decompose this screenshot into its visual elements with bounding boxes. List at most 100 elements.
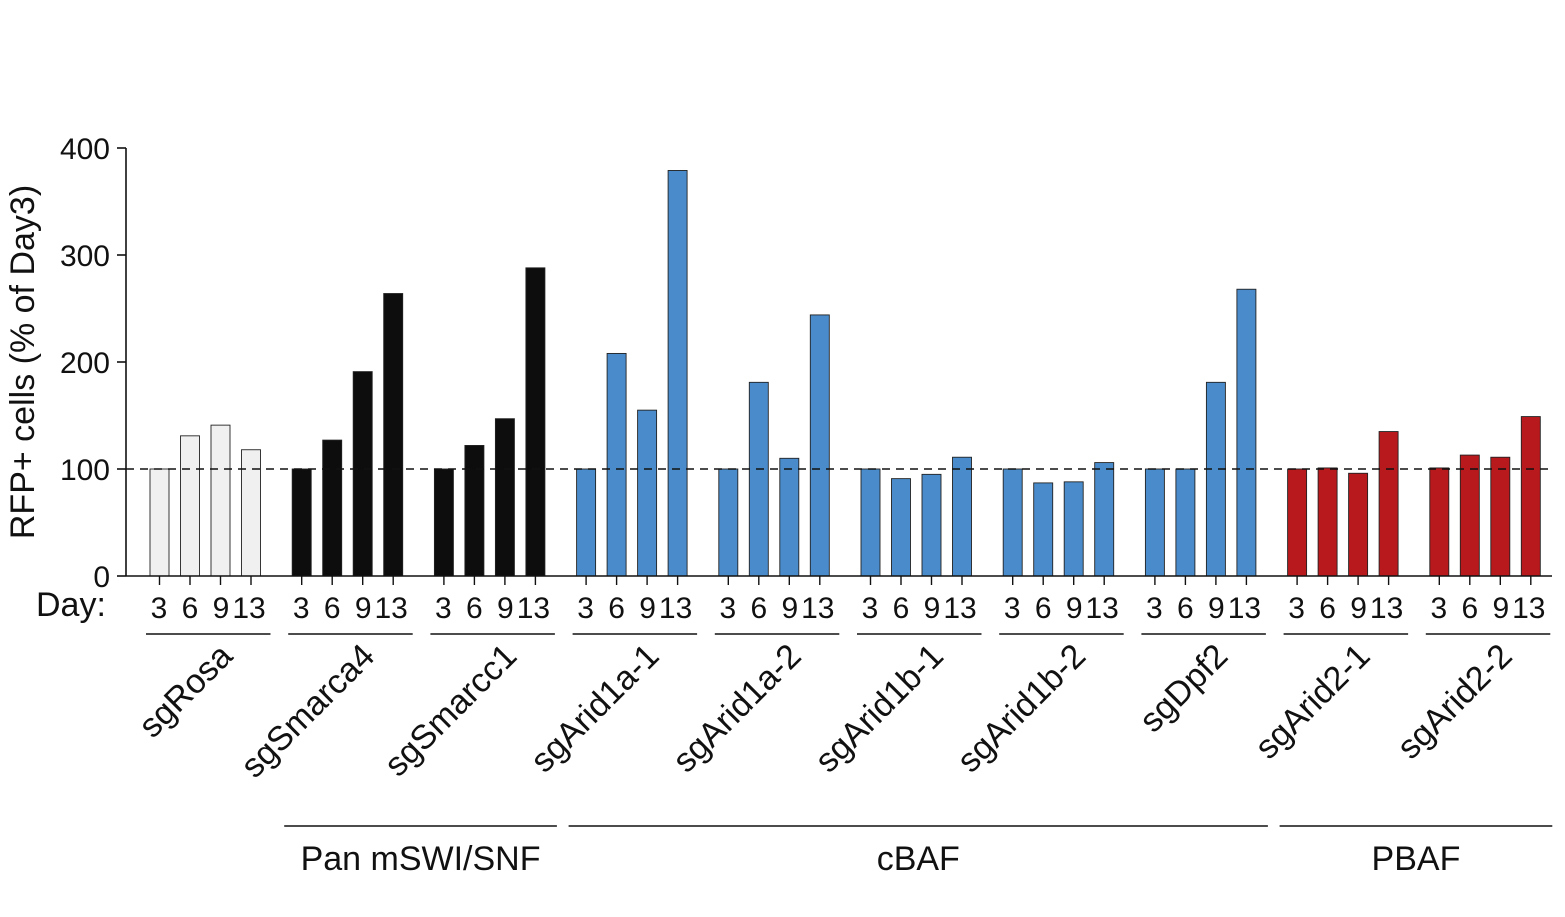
y-tick-label: 0 <box>93 561 110 594</box>
day-tick-label: 13 <box>1086 592 1119 625</box>
bar-sgArid2-1-day13 <box>1378 431 1399 577</box>
y-tick-label: 100 <box>60 454 110 487</box>
bar-sgArid2-2-day6 <box>1459 454 1480 577</box>
x-axis: 3 6 9 13 3 6 9 13 3 6 9 13 3 6 9 13 3 6 9 13 3 6 9 13 3 6 9 13 3 6 9 13… <box>126 575 1552 625</box>
day-tick-label: 6 <box>1035 592 1052 625</box>
day-tick-label: 3 <box>862 592 879 625</box>
bar-sgArid2-1-day3 <box>1287 468 1308 577</box>
bar-sgSmarcc1-day6 <box>464 445 485 577</box>
bar-sgArid1b-2-day9 <box>1063 481 1084 577</box>
bar-sgArid2-1-day9 <box>1348 472 1369 577</box>
bar-sgRosa-day3 <box>149 468 170 577</box>
bar-sgRosa-day6 <box>180 435 200 577</box>
group-label: sgArid1b-2 <box>950 637 1093 780</box>
bar-sgArid1a-2-day3 <box>718 468 739 577</box>
day-tick-label: 13 <box>1370 592 1403 625</box>
day-tick-label: 9 <box>1350 592 1367 625</box>
day-tick-label: 6 <box>1177 592 1194 625</box>
day-tick-label: 6 <box>893 592 910 625</box>
y-tick-label: 300 <box>60 240 110 273</box>
day-tick-label: 9 <box>639 592 656 625</box>
bar-sgArid1b-1-day13 <box>952 456 972 577</box>
bar-sgArid1b-1-day3 <box>860 468 881 577</box>
bar-sgSmarca4-day13 <box>383 293 404 577</box>
day-tick-label: 6 <box>466 592 483 625</box>
group-label: sgArid1b-1 <box>808 637 951 780</box>
day-tick-label: 9 <box>1492 592 1509 625</box>
day-tick-label: 13 <box>659 592 692 625</box>
bar-sgSmarca4-day6 <box>322 439 343 577</box>
day-tick-label: 6 <box>608 592 625 625</box>
day-tick-label: 9 <box>213 592 230 625</box>
group-label: sgSmarcc1 <box>377 637 524 784</box>
group-label: sgArid1a-2 <box>666 637 809 780</box>
y-axis: 0 100 200 300 400 <box>60 133 127 594</box>
group-label: sgArid1a-1 <box>523 637 666 780</box>
day-tick-label: 3 <box>1004 592 1021 625</box>
bar-sgArid1a-2-day6 <box>748 381 769 577</box>
bar-sgRosa-day9 <box>210 424 231 577</box>
bar-sgDpf2-day6 <box>1175 468 1196 577</box>
y-tick-label: 200 <box>60 347 110 380</box>
day-tick-label: 13 <box>375 592 408 625</box>
bar-sgDpf2-day9 <box>1205 381 1226 577</box>
y-axis-title: RFP+ cells (% of Day3) <box>4 185 42 539</box>
day-tick-label: 13 <box>1228 592 1261 625</box>
bar-sgArid2-1-day6 <box>1317 467 1338 577</box>
bar-sgSmarca4-day3 <box>291 468 312 577</box>
bar-sgArid1b-2-day3 <box>1002 468 1023 577</box>
bar-sgSmarca4-day9 <box>352 371 373 577</box>
bar-sgSmarcc1-day13 <box>525 267 546 577</box>
bar-sgArid1a-1-day3 <box>576 468 597 577</box>
complex-label: cBAF <box>877 840 960 878</box>
complex-label: Pan mSWI/SNF <box>301 840 541 878</box>
day-tick-label: 13 <box>517 592 550 625</box>
day-tick-label: 9 <box>1208 592 1225 625</box>
day-tick-label: 13 <box>943 592 976 625</box>
day-tick-label: 3 <box>1146 592 1163 625</box>
y-tick-label: 400 <box>60 133 110 166</box>
bar-sgArid1a-2-day13 <box>809 314 830 577</box>
day-tick-label: 13 <box>801 592 834 625</box>
bar-sgArid2-2-day9 <box>1490 456 1511 577</box>
day-label: Day: <box>36 586 106 624</box>
day-tick-label: 6 <box>182 592 199 625</box>
bar-sgArid1a-1-day9 <box>637 409 658 577</box>
complex-labels: Pan mSWI/SNF cBAF PBAF <box>284 825 1553 878</box>
day-tick-label: 9 <box>355 592 372 625</box>
bar-sgArid1b-1-day9 <box>921 473 942 577</box>
day-tick-label: 6 <box>1319 592 1336 625</box>
group-label: sgArid2-2 <box>1390 637 1520 767</box>
day-tick-label: 13 <box>1512 592 1545 625</box>
day-tick-label: 3 <box>435 592 452 625</box>
day-tick-label: 9 <box>924 592 941 625</box>
complex-label: PBAF <box>1372 840 1461 878</box>
bar-sgArid1b-2-day13 <box>1094 462 1115 577</box>
bar-sgArid1b-2-day6 <box>1033 482 1054 577</box>
day-tick-label: 9 <box>781 592 798 625</box>
day-tick-label: 6 <box>324 592 341 625</box>
day-tick-label: 3 <box>1430 592 1447 625</box>
day-tick-label: 3 <box>151 592 168 625</box>
day-tick-label: 3 <box>293 592 310 625</box>
group-label: sgRosa <box>132 637 240 745</box>
day-tick-label: 13 <box>232 592 265 625</box>
bar-sgDpf2-day3 <box>1144 468 1165 577</box>
group-label: sgArid2-1 <box>1248 637 1378 767</box>
day-tick-label: 9 <box>497 592 514 625</box>
day-tick-label: 6 <box>750 592 767 625</box>
day-tick-label: 3 <box>1288 592 1305 625</box>
bar-sgArid2-2-day13 <box>1520 416 1541 577</box>
day-tick-label: 3 <box>719 592 736 625</box>
bar-sgSmarcc1-day3 <box>433 468 454 577</box>
bar-sgDpf2-day13 <box>1236 288 1257 577</box>
bar-sgArid1a-1-day6 <box>606 352 627 577</box>
bar-sgSmarcc1-day9 <box>494 418 515 577</box>
group-label: sgDpf2 <box>1132 637 1235 740</box>
group-label: sgSmarca4 <box>234 637 382 785</box>
bar-sgArid1a-1-day13 <box>667 170 688 577</box>
bars <box>149 170 1541 577</box>
day-tick-label: 3 <box>577 592 594 625</box>
